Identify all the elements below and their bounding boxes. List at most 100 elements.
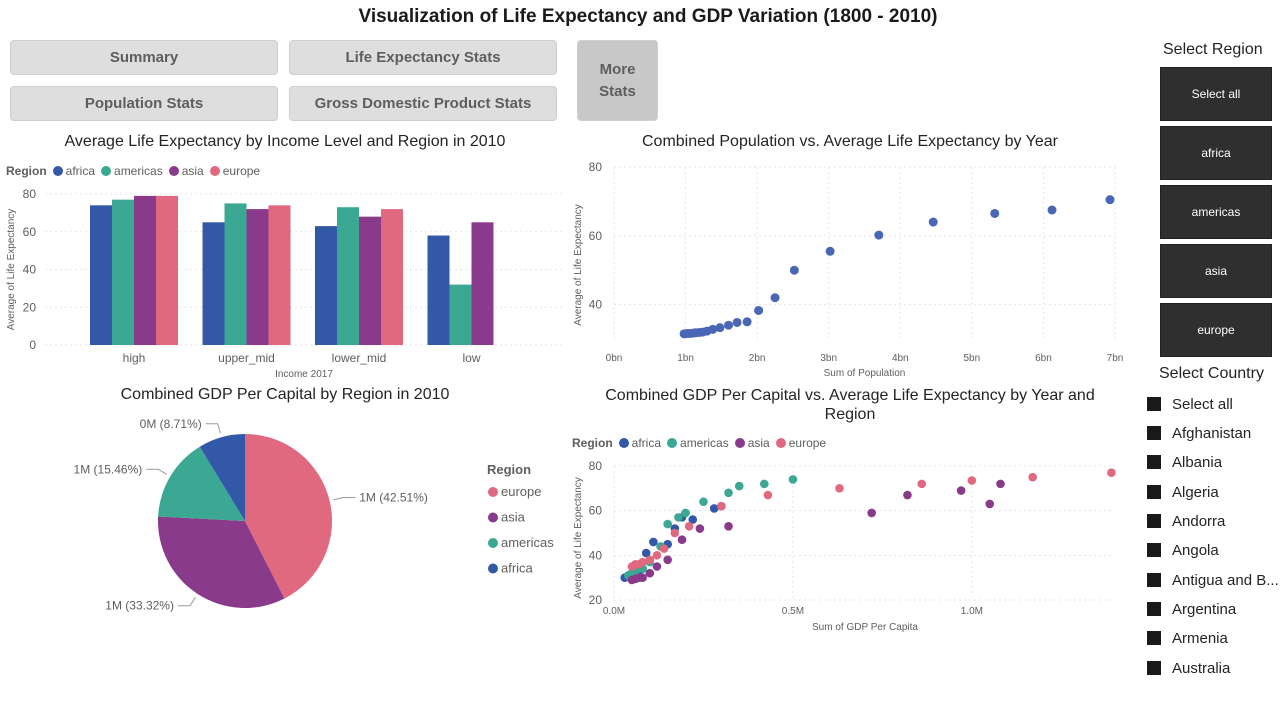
region-tile-asia[interactable]: asia <box>1160 244 1272 298</box>
country-label: Australia <box>1172 659 1231 677</box>
checkbox[interactable] <box>1147 573 1161 587</box>
country-item[interactable]: Angola <box>1147 538 1219 562</box>
legend-item-americas[interactable]: americas <box>667 436 729 450</box>
country-label: Angola <box>1172 541 1219 559</box>
data-point-africa <box>688 515 698 524</box>
legend-item-asia[interactable]: asia <box>168 164 204 178</box>
country-item[interactable]: Australia <box>1147 656 1230 680</box>
legend-item-europe[interactable]: europe <box>209 164 260 178</box>
country-label: Armenia <box>1172 629 1228 647</box>
data-point-europe <box>670 528 680 538</box>
pie-slice-africa <box>199 434 245 521</box>
checkbox[interactable] <box>1147 397 1161 411</box>
region-tile-europe[interactable]: europe <box>1160 303 1272 357</box>
legend-label: americas <box>680 436 729 450</box>
data-point-asia <box>956 486 966 495</box>
x-tick-label: 1bn <box>677 353 694 364</box>
country-label: Albania <box>1172 453 1223 471</box>
y-tick-label: 40 <box>589 548 603 562</box>
data-point-asia <box>724 522 733 531</box>
pie-data-label: 0M (8.71%) <box>140 417 202 431</box>
pie-legend-label: americas <box>501 535 554 550</box>
data-point-asia <box>638 573 647 582</box>
data-point-africa <box>709 504 719 513</box>
checkbox[interactable] <box>1147 602 1161 616</box>
checkbox[interactable] <box>1147 426 1161 440</box>
country-item[interactable]: Albania <box>1147 450 1222 474</box>
bar-chart-title: Average Life Expectancy by Income Level … <box>64 133 506 150</box>
bar-americas <box>112 199 134 345</box>
y-tick-label: 60 <box>589 229 603 243</box>
data-point-europe <box>684 522 694 531</box>
bar-asia <box>246 209 269 345</box>
country-item[interactable]: Andorra <box>1147 509 1225 533</box>
legend-dot-americas <box>667 438 678 448</box>
x-tick-label: low <box>462 351 480 365</box>
region-tile-americas[interactable]: americas <box>1160 185 1272 239</box>
country-label: Andorra <box>1172 512 1226 530</box>
checkbox[interactable] <box>1147 455 1161 469</box>
country-item[interactable]: Armenia <box>1147 626 1228 650</box>
pie-legend-title: Region <box>487 462 531 477</box>
region-tile-africa[interactable]: africa <box>1160 126 1272 180</box>
more-stats-button[interactable]: More Stats <box>577 40 658 121</box>
data-point-americas <box>674 513 683 522</box>
pie-legend-dot-africa <box>488 563 498 574</box>
country-item[interactable]: Antigua and B... <box>1147 568 1279 592</box>
data-point <box>724 320 734 330</box>
data-point <box>754 305 764 315</box>
country-item[interactable]: Algeria <box>1147 480 1219 504</box>
legend-label: asia <box>181 164 204 178</box>
population-scatter-chart: 40 60 80 0bn 1bn 2bn 3bn 4bn 5bn 6bn 7bn Average of… <box>573 160 1123 379</box>
data-point-africa <box>649 537 658 547</box>
country-item[interactable]: Afghanistan <box>1147 421 1251 445</box>
legend-label: africa <box>65 164 96 178</box>
pie-legend-dot-asia <box>488 512 498 523</box>
data-point-europe <box>638 557 647 567</box>
pie-data-label: 1M (15.46%) <box>74 462 143 476</box>
pie-legend-label: europe <box>501 484 541 499</box>
summary-button[interactable]: Summary <box>10 40 278 75</box>
legend-dot-europe <box>209 166 220 176</box>
leader-line <box>146 468 168 475</box>
x-tick-label: lower_mid <box>332 351 387 365</box>
legend-item-asia[interactable]: asia <box>734 436 770 450</box>
data-point-europe <box>1107 468 1116 477</box>
country-label: Argentina <box>1172 600 1237 618</box>
checkbox[interactable] <box>1147 543 1161 557</box>
checkbox[interactable] <box>1147 485 1161 499</box>
legend-item-africa[interactable]: africa <box>52 164 96 178</box>
bar-africa <box>315 226 337 345</box>
data-point <box>928 217 938 227</box>
data-point <box>708 324 718 334</box>
country-label: Algeria <box>1172 483 1219 501</box>
data-point-americas <box>724 488 733 498</box>
legend-item-africa[interactable]: africa <box>618 436 661 450</box>
region-tile-select-all[interactable]: Select all <box>1160 67 1272 121</box>
pie-legend-dot-europe <box>488 487 498 497</box>
legend-title: Region <box>6 164 47 178</box>
y-tick-label: 80 <box>589 160 603 174</box>
gdp-stats-button[interactable]: Gross Domestic Product Stats <box>289 86 557 121</box>
checkbox[interactable] <box>1147 661 1161 675</box>
legend-item-europe[interactable]: europe <box>775 436 826 450</box>
x-axis-title: Income 2017 <box>275 369 333 380</box>
gdp-scatter-chart: 20 40 60 80 0.0M 0.5M 1.0M Average of Life Expe… <box>573 459 1116 633</box>
country-item[interactable]: Argentina <box>1147 597 1236 621</box>
y-tick-label: 20 <box>23 300 37 314</box>
bar-europe <box>381 209 403 345</box>
data-point <box>732 317 742 327</box>
life-expectancy-stats-button[interactable]: Life Expectancy Stats <box>289 40 557 75</box>
data-point-asia <box>903 490 912 500</box>
bar-europe <box>156 195 178 345</box>
x-axis-title: Sum of GDP Per Capita <box>812 622 918 633</box>
checkbox[interactable] <box>1147 631 1161 645</box>
country-item-select-all[interactable]: Select all <box>1147 392 1233 416</box>
checkbox[interactable] <box>1147 514 1161 528</box>
legend-label: americas <box>114 164 163 178</box>
pie-slice-americas <box>158 446 245 521</box>
y-tick-label: 20 <box>589 593 603 607</box>
population-stats-button[interactable]: Population Stats <box>10 86 278 121</box>
data-point-europe <box>917 479 927 489</box>
legend-item-americas[interactable]: americas <box>101 164 163 178</box>
